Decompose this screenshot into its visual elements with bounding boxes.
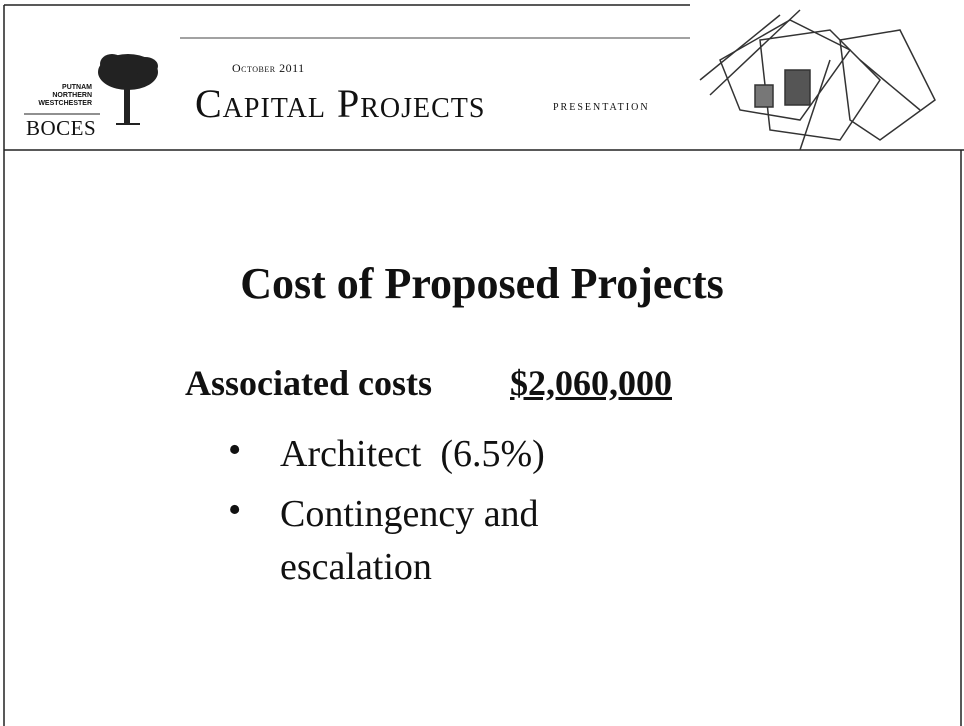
cost-amount: $2,060,000 (510, 363, 672, 403)
cost-label: Associated costs (185, 363, 432, 403)
bullet-text: Contingency and escalation (280, 493, 549, 588)
logo-line: Westchester (38, 100, 92, 107)
logo-line: Putnam (62, 84, 92, 91)
slide-title: Cost of Proposed Projects (240, 259, 724, 308)
header-title: Capital Projects (195, 81, 486, 126)
header-subtitle: Presentation (553, 102, 650, 113)
bullet-dot: • (228, 429, 242, 471)
header-date: October 2011 (232, 61, 305, 75)
logo-line: Northern (52, 92, 92, 99)
bullet-text: Architect (6.5%) (280, 433, 545, 475)
blueprint-drawing (699, 9, 936, 151)
bullet-dot: • (228, 489, 242, 531)
logo-name: BOCES (26, 116, 97, 140)
tree-icon (98, 54, 158, 125)
